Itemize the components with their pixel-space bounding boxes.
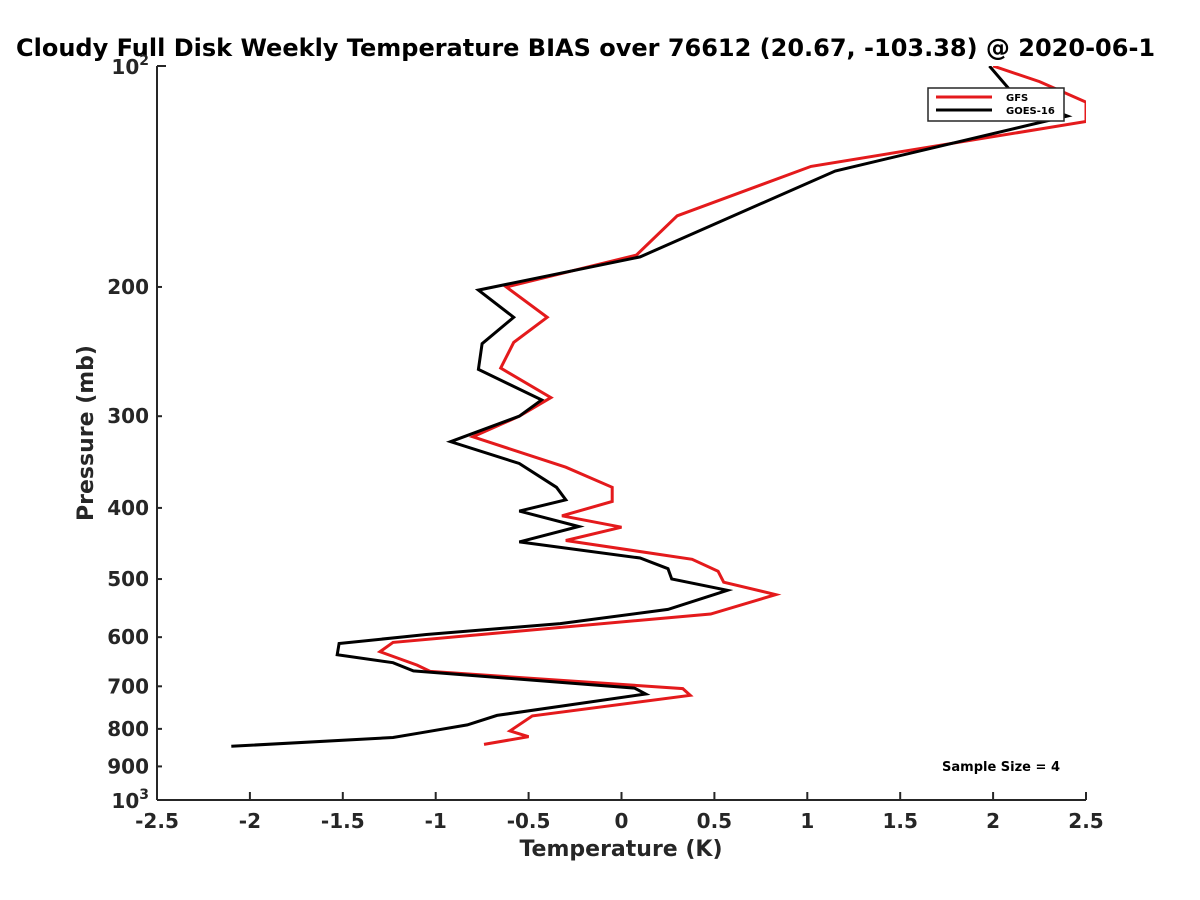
y-tick-label: 300 <box>107 404 149 428</box>
y-tick-label-bottom: 103 <box>111 787 149 813</box>
y-tick-label: 200 <box>107 275 149 299</box>
series-line-goes-16 <box>231 66 1073 748</box>
x-tick-label: 2 <box>986 809 1000 833</box>
x-tick-label: 0.5 <box>697 809 732 833</box>
x-tick-label: 1 <box>800 809 814 833</box>
x-tick-label: 1.5 <box>882 809 917 833</box>
y-tick-label-top: 102 <box>111 53 149 79</box>
y-tick-label: 400 <box>107 496 149 520</box>
x-tick-label: 0 <box>615 809 629 833</box>
x-axis-label: Temperature (K) <box>519 837 722 862</box>
y-tick-label: 700 <box>107 674 149 698</box>
x-tick-label: -2.5 <box>135 809 179 833</box>
x-axis: -2.5 -2 -1.5 -1 -0.5 0 0.5 1 1.5 2 2.5 <box>135 792 1104 833</box>
legend-label: GFS <box>1006 93 1028 104</box>
x-tick-label: -1 <box>425 809 447 833</box>
y-tick-label: 600 <box>107 625 149 649</box>
y-axis: 200 300 400 500 600 700 800 900 102 103 <box>107 53 166 813</box>
x-tick-label: -1.5 <box>321 809 365 833</box>
legend: GFS GOES-16 <box>927 87 1065 122</box>
chart-title: Cloudy Full Disk Weekly Temperature BIAS… <box>16 34 1155 62</box>
x-tick-label: -0.5 <box>507 809 551 833</box>
sample-size-annotation: Sample Size = 4 <box>942 760 1060 775</box>
y-tick-label: 900 <box>107 754 149 778</box>
x-tick-label: 2.5 <box>1068 809 1103 833</box>
series-group <box>231 66 1086 748</box>
y-axis-label: Pressure (mb) <box>74 345 99 521</box>
y-tick-label: 800 <box>107 717 149 741</box>
legend-label: GOES-16 <box>1006 106 1055 117</box>
y-tick-label: 500 <box>107 567 149 591</box>
x-tick-label: -2 <box>239 809 261 833</box>
legend-box <box>927 87 1065 122</box>
series-line-gfs <box>376 66 1086 746</box>
